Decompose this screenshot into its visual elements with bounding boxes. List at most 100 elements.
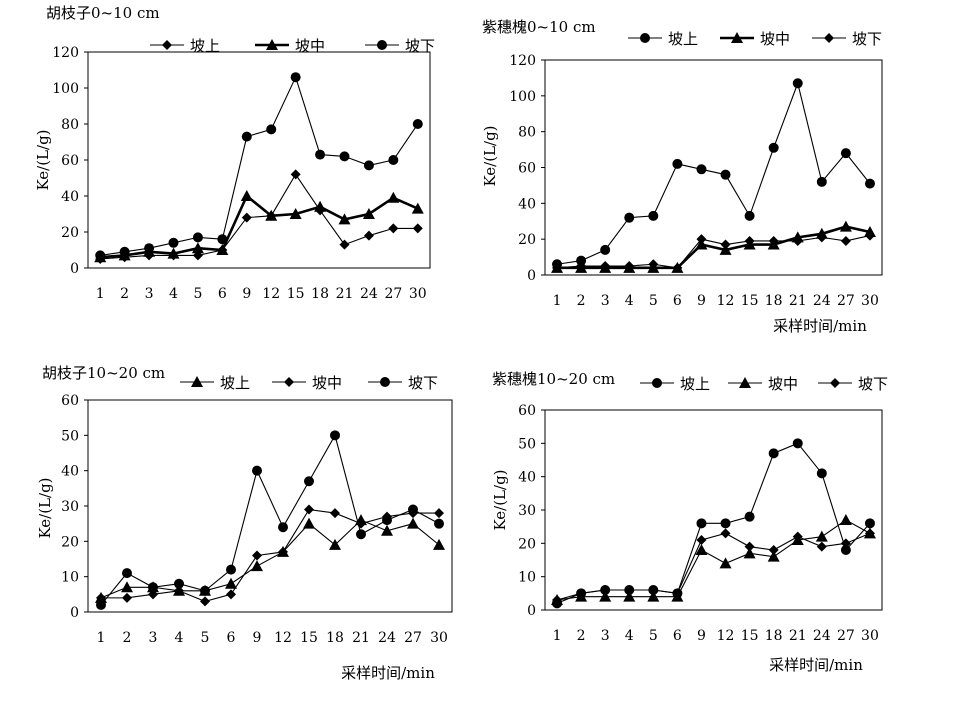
data-point (576, 255, 587, 266)
chart-title: 胡枝子10~20 cm (42, 364, 165, 382)
data-point (388, 155, 399, 165)
data-point (408, 504, 418, 515)
x-tick-label: 1 (553, 628, 562, 644)
y-tick-label: 40 (518, 470, 536, 486)
data-point (339, 239, 350, 250)
x-tick-label: 27 (837, 628, 855, 644)
y-tick-label: 30 (518, 503, 536, 519)
legend-label: 坡上 (668, 30, 698, 48)
legend-entry: 坡下 (818, 375, 888, 393)
data-point (815, 530, 828, 542)
x-tick-label: 3 (149, 630, 158, 646)
legend-marker (824, 33, 834, 43)
data-point (411, 202, 424, 214)
data-point (839, 220, 852, 232)
x-tick-label: 24 (360, 286, 378, 302)
x-tick-label: 30 (861, 293, 879, 309)
data-point (144, 243, 155, 254)
y-tick-label: 0 (527, 268, 536, 284)
y-tick-label: 50 (61, 428, 79, 444)
data-point (672, 588, 683, 599)
x-tick-label: 12 (717, 628, 735, 644)
data-point (362, 208, 375, 219)
data-point (696, 164, 707, 175)
y-axis-label: Ke/(L/g) (491, 469, 509, 530)
data-point (278, 522, 288, 533)
y-tick-label: 10 (518, 570, 536, 586)
x-tick-label: 6 (673, 293, 682, 309)
data-point (816, 468, 827, 479)
data-point (266, 124, 277, 135)
y-tick-label: 30 (61, 499, 79, 515)
legend-marker (652, 378, 662, 388)
chart-title: 紫穗槐0~10 cm (482, 18, 596, 36)
data-point (624, 212, 635, 223)
data-point (200, 596, 210, 607)
y-tick-label: 60 (518, 403, 536, 419)
y-tick-label: 20 (518, 232, 536, 248)
legend-marker (377, 40, 387, 50)
data-point (121, 581, 133, 593)
legend-marker (830, 378, 840, 388)
x-tick-label: 27 (384, 286, 402, 302)
legend-label: 坡下 (852, 30, 882, 48)
y-tick-label: 80 (518, 125, 536, 141)
x-tick-label: 4 (625, 293, 634, 309)
x-tick-label: 3 (601, 293, 610, 309)
x-tick-label: 27 (404, 630, 422, 646)
y-axis-label: Ke/(L/g) (36, 477, 54, 538)
data-point (265, 209, 278, 221)
x-tick-label: 3 (145, 286, 154, 302)
x-tick-label: 24 (813, 628, 831, 644)
data-point (600, 585, 611, 595)
data-point (330, 508, 340, 519)
x-tick-label: 2 (577, 293, 586, 309)
series-3 (552, 230, 875, 273)
data-point (315, 149, 326, 160)
data-point (840, 538, 851, 549)
legend-entry: 坡中 (255, 37, 325, 55)
x-tick-label: 12 (262, 286, 280, 302)
data-point (744, 511, 755, 522)
legend-marker (640, 33, 650, 43)
series-1 (552, 438, 875, 609)
legend-marker (191, 376, 203, 387)
x-tick-label: 5 (649, 628, 658, 644)
x-tick-label: 5 (193, 286, 202, 302)
data-point (768, 448, 779, 459)
data-point (840, 545, 851, 555)
data-point (672, 262, 683, 273)
data-point (623, 590, 636, 602)
data-point (768, 142, 779, 153)
y-tick-label: 60 (61, 153, 79, 169)
x-tick-label: 2 (577, 628, 586, 644)
legend-entry: 坡下 (812, 30, 882, 48)
data-point (382, 515, 392, 526)
legend-entry: 坡上 (640, 375, 710, 393)
data-point (412, 223, 423, 234)
x-tick-label: 15 (741, 628, 759, 644)
x-tick-label: 9 (697, 628, 706, 644)
y-tick-label: 20 (518, 536, 536, 552)
x-tick-label: 4 (169, 286, 178, 302)
y-tick-label: 60 (61, 393, 79, 409)
legend-label: 坡下 (408, 374, 438, 392)
series-2 (551, 220, 876, 273)
y-tick-label: 40 (61, 189, 79, 205)
data-point (576, 261, 587, 272)
data-point (338, 213, 351, 225)
data-point (388, 223, 399, 234)
x-tick-label: 15 (287, 286, 305, 302)
y-axis-label: Ke/(L/g) (34, 129, 52, 190)
data-point (864, 518, 875, 529)
x-tick-label: 30 (430, 630, 448, 646)
x-tick-label: 6 (227, 630, 236, 646)
series-line (556, 81, 871, 265)
series-1 (552, 78, 875, 270)
y-tick-label: 100 (52, 81, 79, 97)
data-point (647, 590, 660, 602)
data-point (241, 212, 252, 223)
x-tick-label: 15 (741, 293, 759, 309)
data-point (840, 235, 851, 246)
